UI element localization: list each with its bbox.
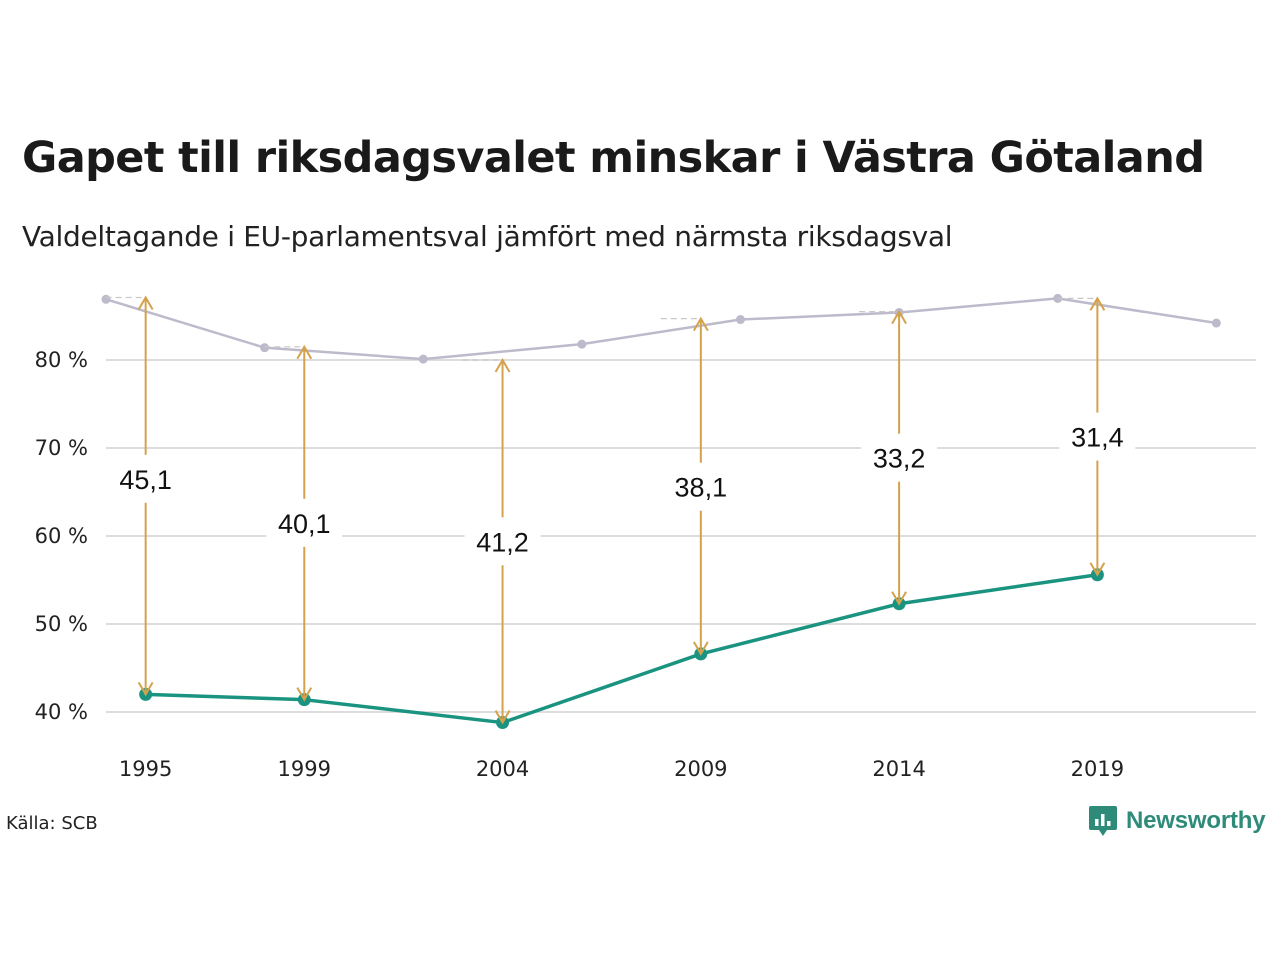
riksdag-point	[260, 343, 270, 353]
riksdag-point	[101, 294, 111, 304]
gap-value-label: 45,1	[119, 465, 172, 495]
eu-series-layer	[139, 568, 1104, 730]
riksdag-series-line	[105, 297, 1217, 361]
eu-series-line	[145, 572, 1098, 725]
gap-label-bg	[1059, 412, 1136, 461]
gap-label-bg	[861, 433, 938, 482]
gap-arrow-head-up	[137, 295, 154, 311]
newsworthy-logo: Newsworthy	[1088, 804, 1266, 838]
riksdag-point	[577, 339, 587, 349]
gap-arrows-layer: 45,1 40,1 41,2 38,1 33,2 31,4	[105, 295, 1136, 725]
y-tick-label: 50 %	[35, 612, 88, 636]
x-tick-label: 2004	[476, 757, 529, 781]
riksdag-series-layer	[101, 293, 1221, 364]
riksdag-point	[1211, 318, 1221, 328]
gap-arrow-head-down	[891, 591, 907, 606]
x-tick-label: 2019	[1071, 757, 1124, 781]
chart-title: Gapet till riksdagsvalet minskar i Västr…	[22, 133, 1205, 183]
brand-name: Newsworthy	[1126, 807, 1266, 834]
gap-value-label: 31,4	[1071, 423, 1124, 453]
gap-arrow-head-down	[1089, 562, 1106, 577]
source-note: Källa: SCB	[6, 813, 98, 834]
x-tick-label: 1995	[119, 757, 172, 781]
y-tick-label: 40 %	[35, 700, 88, 724]
gap-label-bg	[107, 454, 184, 503]
gap-label-bg	[266, 498, 343, 547]
chart-subtitle: Valdeltagande i EU-parlamentsval jämfört…	[22, 220, 953, 253]
gap-arrow-head-down	[137, 681, 154, 697]
gap-value-label: 38,1	[675, 473, 728, 503]
gap-arrow-head-up	[494, 358, 511, 373]
turnout-line-chart: 40 % 50 % 60 % 70 % 80 % 1995 1999 2004 2009 2014…	[35, 293, 1256, 781]
axis-layer: 40 % 50 % 60 % 70 % 80 % 1995 1999 2004 2009 2014…	[35, 348, 1124, 781]
x-tick-label: 2014	[872, 757, 925, 781]
gap-value-label: 33,2	[873, 444, 926, 474]
gap-arrow-head-down	[692, 641, 709, 656]
y-tick-label: 80 %	[35, 348, 88, 372]
gap-label-bg	[662, 462, 739, 511]
y-tick-label: 70 %	[35, 436, 88, 460]
gap-value-label: 40,1	[278, 509, 331, 539]
gap-arrow-head-up	[692, 316, 709, 332]
chart-bubble-icon	[1089, 806, 1117, 836]
gap-arrow-head-up	[1089, 296, 1106, 311]
gap-arrow-head-up	[296, 344, 313, 360]
gap-arrow-head-down	[296, 687, 313, 702]
gap-arrow-head-down	[494, 710, 511, 725]
gap-label-bg	[464, 517, 541, 566]
gap-value-label: 41,2	[476, 527, 529, 557]
x-tick-label: 2009	[674, 757, 727, 781]
y-tick-label: 60 %	[35, 524, 88, 548]
x-tick-label: 1999	[278, 757, 331, 781]
gap-arrow-head-up	[891, 309, 907, 325]
riksdag-point	[735, 315, 745, 325]
riksdag-point	[418, 354, 428, 364]
